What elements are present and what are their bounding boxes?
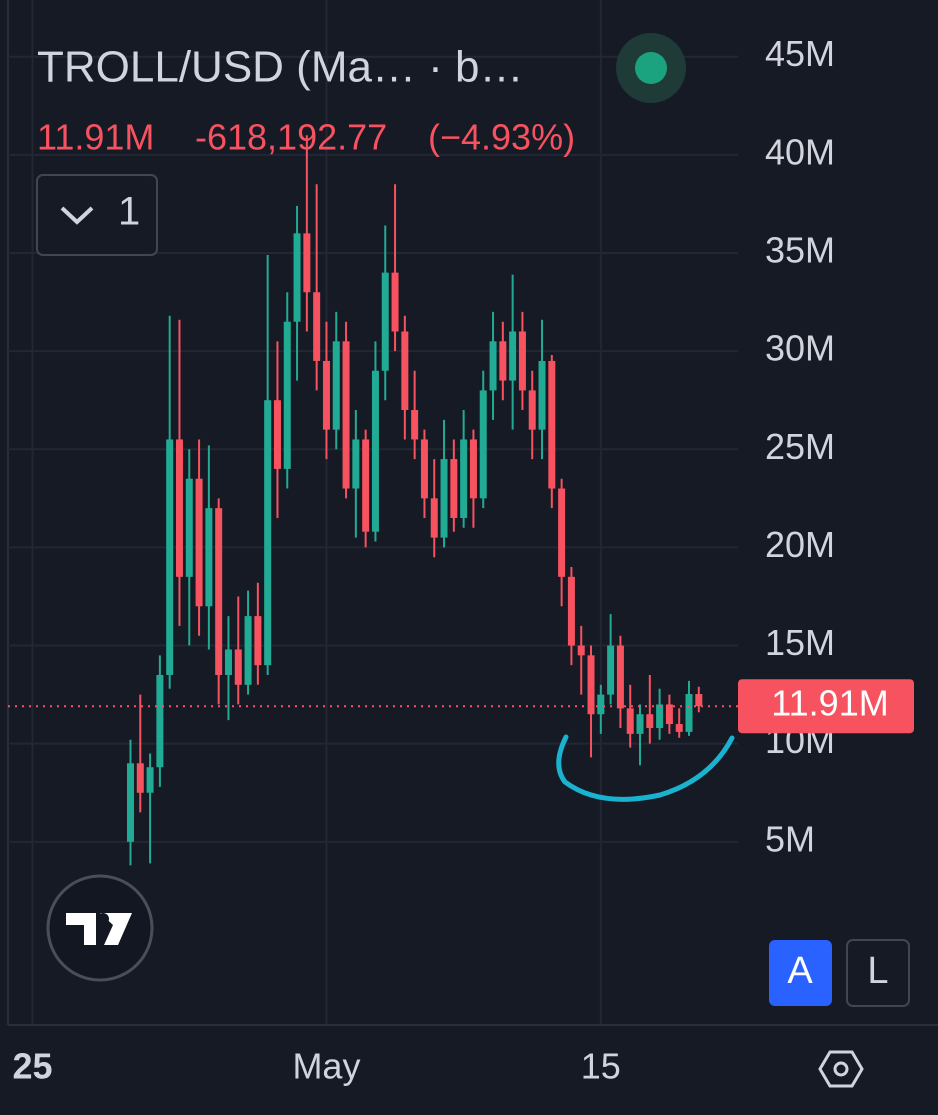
candle-body [371,370,379,532]
candle-body [313,292,321,361]
candle-body [215,508,223,675]
candle-body [156,674,164,768]
candle-body [175,439,183,577]
candle-body [636,714,644,734]
y-tick-label: 40M [765,131,835,172]
candle-body [166,439,174,675]
candle-body [273,400,281,469]
logo-dot [97,913,109,925]
y-tick-label: 25M [765,426,835,467]
candle-body [244,616,252,685]
log-scale-label[interactable]: L [867,950,888,992]
settings-icon[interactable] [818,1050,864,1088]
candle-body [234,649,242,685]
y-tick-label: 15M [765,622,835,663]
x-tick-label: 25 [12,1046,52,1087]
candle-body [499,341,507,381]
candle-body [205,508,213,607]
candle-body [420,439,428,499]
candle-body [626,708,634,734]
candle-body [146,767,154,793]
candle-body [450,459,458,518]
tradingview-logo[interactable] [46,874,154,982]
candle-body [352,439,360,489]
x-tick-label: 15 [581,1046,621,1087]
candle-body [548,360,556,489]
interval-button[interactable] [36,174,158,256]
candle-body [518,331,526,391]
candle-body [303,233,311,293]
y-tick-label: 5M [765,818,815,859]
candle-body [675,724,683,732]
auto-scale-button[interactable] [769,940,832,1006]
candle-body [646,714,654,728]
last-price-tag [738,679,914,734]
candle-body [509,331,517,381]
candle-body [558,488,566,577]
last-price-tag-label: 11.91M [771,683,888,724]
auto-scale-label[interactable]: A [787,950,813,992]
candle-body [479,390,487,499]
candle-body [567,576,575,646]
candle-body [597,694,605,715]
status-dot [635,52,667,84]
candle-body [469,439,477,499]
drawing-annotation [556,734,735,802]
candle-body [430,498,438,538]
candle-body [126,763,134,842]
candle-body [440,459,448,538]
y-tick-label: 35M [765,230,835,271]
y-tick-label: 30M [765,328,835,369]
candle-body [342,341,350,489]
candle-body [656,704,664,728]
candle-body [362,439,370,532]
candle-body [587,655,595,715]
y-tick-label: 45M [765,33,835,74]
candle-body [411,410,419,440]
candle-body [195,478,203,607]
candle-body [460,439,468,518]
candle-body [528,390,536,430]
candle-body [136,763,144,793]
candle-body [695,694,703,707]
change-percent: (−4.93%) [428,117,575,158]
candle-body [224,649,232,675]
candle-body [254,616,262,666]
candle-body [616,645,624,709]
log-scale-button[interactable] [846,939,910,1007]
change: -618,192.77 [195,117,387,158]
interval-count[interactable]: 1 [118,190,140,234]
candle-body [401,331,409,411]
candle-body [322,360,330,430]
candle-body [293,233,301,322]
last-price: 11.91M [37,117,154,158]
candle-body [381,272,389,371]
candle-body [391,272,399,332]
candle-body [264,400,272,666]
y-tick-label: 20M [765,524,835,565]
candle-body [685,694,693,732]
candle-body [489,341,497,391]
candle-body [665,704,673,725]
settings-icon-center [833,1061,849,1077]
symbol-title: TROLL/USD (Ma… · b… [37,43,524,92]
chevron-icon [60,206,94,225]
candle-body [538,360,546,430]
candle-body [283,321,291,469]
candle-body [185,478,193,577]
candle-body [577,645,585,656]
logo-mark [66,913,132,945]
candle-body [607,645,615,695]
x-tick-label: May [292,1046,360,1087]
candle-body [332,341,340,430]
